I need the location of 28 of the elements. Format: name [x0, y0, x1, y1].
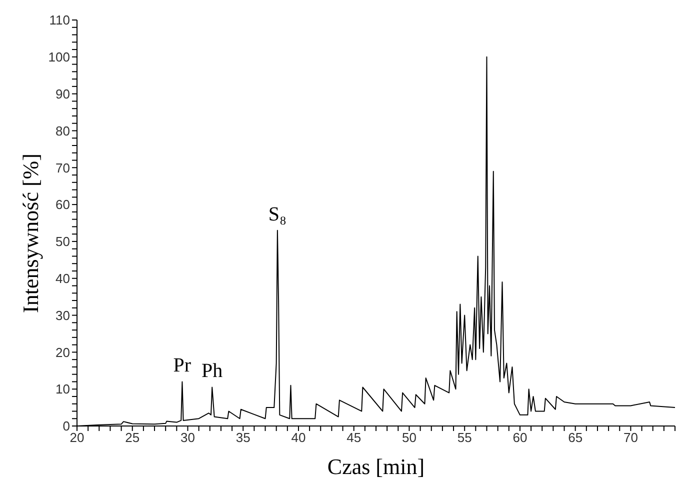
annotation: Ph: [202, 360, 223, 382]
y-tick-label: 90: [56, 86, 70, 102]
x-tick-label: 40: [291, 430, 306, 446]
y-tick-label: 20: [56, 344, 70, 360]
y-tick-label: 40: [56, 270, 70, 286]
x-tick-label: 60: [512, 430, 528, 446]
annotation: S₈: [268, 203, 287, 226]
x-tick-label: 20: [70, 430, 84, 446]
y-tick-label: 50: [56, 234, 70, 250]
y-tick-label: 60: [56, 197, 70, 212]
x-tick-label: 55: [457, 430, 472, 446]
y-tick-label: 10: [56, 382, 70, 397]
annotation: Pr: [173, 354, 192, 377]
x-axis-title: Czas [min]: [327, 454, 425, 479]
y-tick-label: 0: [62, 418, 70, 434]
y-tick-label: 30: [56, 308, 70, 323]
y-axis-title: Intensywność [%]: [18, 154, 43, 313]
x-tick-label: 50: [402, 430, 416, 446]
y-tick-label: 80: [56, 123, 70, 138]
y-tick-label: 110: [49, 12, 70, 28]
x-tick-label: 70: [623, 430, 638, 446]
x-tick-label: 65: [568, 430, 583, 446]
y-tick-label: 100: [48, 50, 70, 65]
x-tick-label: 35: [236, 430, 250, 446]
y-tick-label: 70: [56, 160, 70, 176]
x-tick-label: 45: [346, 430, 362, 446]
x-tick-label: 30: [180, 430, 195, 446]
x-tick-label: 25: [125, 430, 140, 446]
